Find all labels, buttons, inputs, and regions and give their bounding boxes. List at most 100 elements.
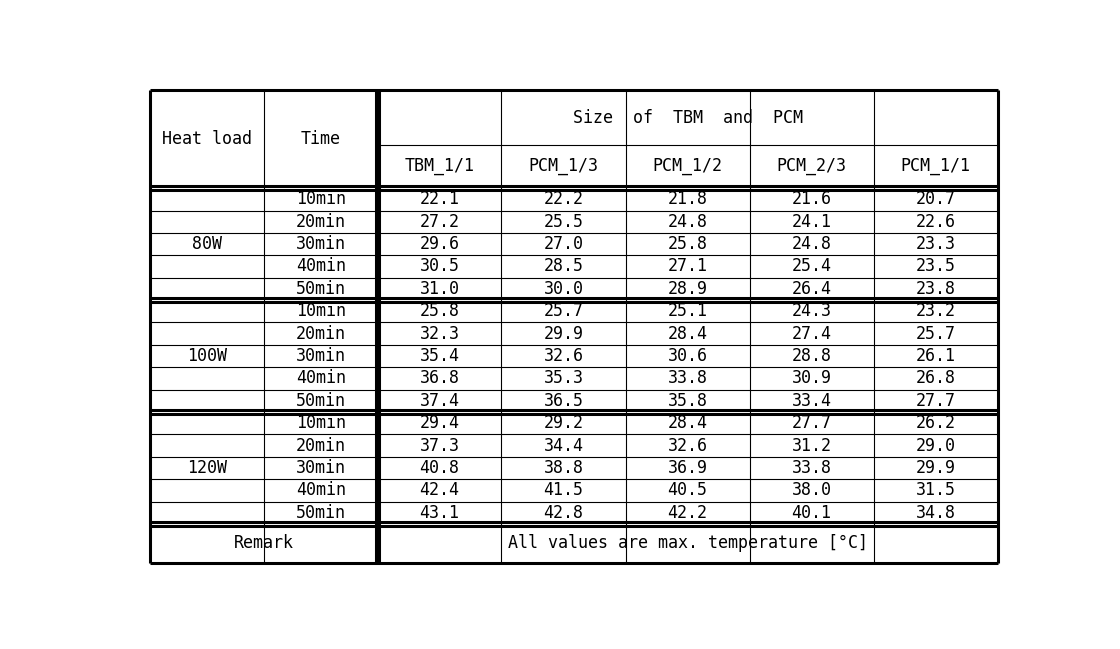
Text: 20.7: 20.7 (915, 190, 955, 208)
Text: 10min: 10min (296, 302, 346, 320)
Text: 31.2: 31.2 (792, 437, 831, 454)
Text: 34.8: 34.8 (915, 504, 955, 522)
Text: 32.6: 32.6 (668, 437, 708, 454)
Text: 33.8: 33.8 (792, 459, 831, 477)
Text: 30min: 30min (296, 235, 346, 253)
Text: 22.2: 22.2 (543, 190, 584, 208)
Text: 24.8: 24.8 (668, 213, 708, 230)
Text: 28.5: 28.5 (543, 258, 584, 275)
Text: 25.1: 25.1 (668, 302, 708, 320)
Text: 22.6: 22.6 (915, 213, 955, 230)
Text: 29.6: 29.6 (420, 235, 459, 253)
Text: 26.1: 26.1 (915, 347, 955, 365)
Text: PCM_1/1: PCM_1/1 (900, 158, 971, 175)
Text: 25.8: 25.8 (420, 302, 459, 320)
Text: 28.8: 28.8 (792, 347, 831, 365)
Text: 31.0: 31.0 (420, 280, 459, 298)
Text: 29.9: 29.9 (543, 324, 584, 343)
Text: 27.7: 27.7 (915, 392, 955, 410)
Text: 35.8: 35.8 (668, 392, 708, 410)
Text: 42.8: 42.8 (543, 504, 584, 522)
Text: 37.3: 37.3 (420, 437, 459, 454)
Text: 50min: 50min (296, 504, 346, 522)
Text: 21.8: 21.8 (668, 190, 708, 208)
Text: 24.1: 24.1 (792, 213, 831, 230)
Text: 50min: 50min (296, 392, 346, 410)
Text: 28.4: 28.4 (668, 414, 708, 432)
Text: 42.4: 42.4 (420, 482, 459, 499)
Text: 20min: 20min (296, 324, 346, 343)
Text: 25.7: 25.7 (915, 324, 955, 343)
Text: 43.1: 43.1 (420, 504, 459, 522)
Text: 26.2: 26.2 (915, 414, 955, 432)
Text: 23.2: 23.2 (915, 302, 955, 320)
Text: TBM_1/1: TBM_1/1 (404, 158, 475, 175)
Text: 25.7: 25.7 (543, 302, 584, 320)
Text: 28.4: 28.4 (668, 324, 708, 343)
Text: 40.8: 40.8 (420, 459, 459, 477)
Text: 29.4: 29.4 (420, 414, 459, 432)
Text: 36.9: 36.9 (668, 459, 708, 477)
Text: 27.1: 27.1 (668, 258, 708, 275)
Text: 26.4: 26.4 (792, 280, 831, 298)
Text: 25.8: 25.8 (668, 235, 708, 253)
Text: 40.1: 40.1 (792, 504, 831, 522)
Text: 31.5: 31.5 (915, 482, 955, 499)
Text: 21.6: 21.6 (792, 190, 831, 208)
Text: 23.3: 23.3 (915, 235, 955, 253)
Text: PCM_1/2: PCM_1/2 (653, 158, 722, 175)
Text: 20min: 20min (296, 213, 346, 230)
Text: 27.7: 27.7 (792, 414, 831, 432)
Text: Remark: Remark (234, 534, 293, 552)
Text: 20min: 20min (296, 437, 346, 454)
Text: Size  of  TBM  and  PCM: Size of TBM and PCM (572, 108, 803, 127)
Text: 10min: 10min (296, 414, 346, 432)
Text: Time: Time (300, 130, 340, 148)
Text: 100W: 100W (187, 347, 227, 365)
Text: 36.5: 36.5 (543, 392, 584, 410)
Text: 24.8: 24.8 (792, 235, 831, 253)
Text: 40min: 40min (296, 258, 346, 275)
Text: 37.4: 37.4 (420, 392, 459, 410)
Text: 38.8: 38.8 (543, 459, 584, 477)
Text: 30.0: 30.0 (543, 280, 584, 298)
Text: 40min: 40min (296, 482, 346, 499)
Text: 42.2: 42.2 (668, 504, 708, 522)
Text: 80W: 80W (193, 235, 222, 253)
Text: 120W: 120W (187, 459, 227, 477)
Text: 32.3: 32.3 (420, 324, 459, 343)
Text: 10min: 10min (296, 190, 346, 208)
Text: 23.5: 23.5 (915, 258, 955, 275)
Text: 30min: 30min (296, 347, 346, 365)
Text: 25.4: 25.4 (792, 258, 831, 275)
Text: 34.4: 34.4 (543, 437, 584, 454)
Text: 28.9: 28.9 (668, 280, 708, 298)
Text: 27.4: 27.4 (792, 324, 831, 343)
Text: 38.0: 38.0 (792, 482, 831, 499)
Text: 35.3: 35.3 (543, 369, 584, 387)
Text: 30.5: 30.5 (420, 258, 459, 275)
Text: PCM_2/3: PCM_2/3 (776, 158, 847, 175)
Text: 33.4: 33.4 (792, 392, 831, 410)
Text: 26.8: 26.8 (915, 369, 955, 387)
Text: 27.0: 27.0 (543, 235, 584, 253)
Text: 41.5: 41.5 (543, 482, 584, 499)
Text: 50min: 50min (296, 280, 346, 298)
Text: Heat load: Heat load (162, 130, 252, 148)
Text: 40.5: 40.5 (668, 482, 708, 499)
Text: 29.9: 29.9 (915, 459, 955, 477)
Text: All values are max. temperature [°C]: All values are max. temperature [°C] (507, 534, 868, 552)
Text: 29.0: 29.0 (915, 437, 955, 454)
Text: 23.8: 23.8 (915, 280, 955, 298)
Text: 25.5: 25.5 (543, 213, 584, 230)
Text: 30min: 30min (296, 459, 346, 477)
Text: 35.4: 35.4 (420, 347, 459, 365)
Text: 36.8: 36.8 (420, 369, 459, 387)
Text: 29.2: 29.2 (543, 414, 584, 432)
Text: 24.3: 24.3 (792, 302, 831, 320)
Text: 22.1: 22.1 (420, 190, 459, 208)
Text: PCM_1/3: PCM_1/3 (529, 158, 598, 175)
Text: 27.2: 27.2 (420, 213, 459, 230)
Text: 30.9: 30.9 (792, 369, 831, 387)
Text: 30.6: 30.6 (668, 347, 708, 365)
